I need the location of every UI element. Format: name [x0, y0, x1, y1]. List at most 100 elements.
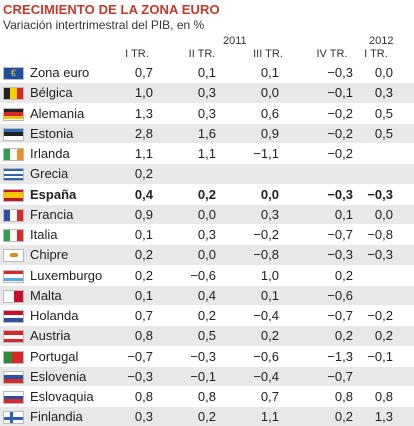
- value-cell: 0,3: [197, 85, 216, 101]
- table-row: Chipre 0,2 0,0 −0,8 −0,3 −0,3: [0, 244, 414, 265]
- country-name: Holanda: [30, 308, 79, 323]
- table-row: Italia 0,1 0,3 −0,2 −0,7 −0,8: [0, 224, 414, 244]
- ireland-flag-icon: [3, 148, 24, 161]
- value-cell: 0,6: [260, 105, 279, 121]
- value-cell: 0,3: [260, 206, 279, 222]
- value-cell: 0,3: [197, 105, 216, 121]
- netherlands-flag-icon: [3, 310, 24, 323]
- value-cell: −0,6: [190, 267, 216, 283]
- value-cell: −0,8: [367, 227, 393, 242]
- value-cell: −0,2: [327, 105, 353, 121]
- country-name: Alemania: [30, 105, 85, 121]
- slovenia-flag-icon: [3, 370, 24, 384]
- value-cell: 0,5: [197, 328, 216, 344]
- column-header-q2-2011: II TR.: [188, 48, 216, 60]
- country-name: Malta: [30, 287, 62, 303]
- value-cell: 2,8: [134, 125, 153, 141]
- value-cell: 0,2: [134, 166, 153, 182]
- country-name: Luxemburgo: [30, 267, 103, 283]
- value-cell: −0,3: [367, 186, 393, 202]
- value-cell: 0,4: [134, 186, 153, 202]
- value-cell: −0,6: [253, 348, 279, 364]
- table-row: Finlandia 0,3 0,2 1,1 0,2 1,3: [0, 406, 414, 426]
- finland-flag-icon: [3, 411, 24, 425]
- value-cell: −1,3: [327, 348, 353, 364]
- value-cell: −0,3: [327, 65, 353, 80]
- country-name: Irlanda: [30, 146, 70, 161]
- value-cell: 0,2: [334, 409, 353, 425]
- value-cell: 0,9: [134, 206, 153, 222]
- table-row: Holanda 0,7 0,2 −0,4 −0,7 −0,2: [0, 305, 414, 325]
- country-name: Grecia: [30, 166, 69, 182]
- value-cell: 0,2: [374, 328, 393, 344]
- country-name: Eslovenia: [30, 368, 87, 384]
- value-cell: −1,1: [253, 146, 279, 161]
- value-cell: −0,1: [190, 368, 216, 384]
- value-cell: 0,2: [334, 267, 353, 283]
- value-cell: 0,2: [260, 328, 279, 344]
- value-cell: 0,7: [134, 65, 153, 80]
- value-cell: −0,3: [190, 348, 216, 364]
- greece-flag-icon: [3, 168, 24, 182]
- column-header-q3-2011: III TR.: [253, 48, 283, 60]
- value-cell: −0,2: [367, 308, 393, 323]
- belgium-flag-icon: [3, 87, 24, 101]
- value-cell: 0,9: [260, 125, 279, 141]
- value-cell: 0,7: [134, 308, 153, 323]
- value-cell: 0,0: [374, 65, 393, 80]
- table-row: Irlanda 1,1 1,1 −1,1 −0,2: [0, 143, 414, 163]
- value-cell: −0,2: [327, 146, 353, 161]
- value-cell: 0,8: [197, 389, 216, 404]
- country-name: Zona euro: [30, 65, 90, 80]
- table-row: Luxemburgo 0,2 −0,6 1,0 0,2: [0, 264, 414, 285]
- table-row: Bélgica 1,0 0,3 0,0 −0,1 0,3: [0, 82, 414, 103]
- germany-flag-icon: [3, 107, 24, 121]
- value-cell: −0,8: [253, 247, 279, 263]
- value-cell: 1,0: [134, 85, 153, 101]
- value-cell: 0,0: [374, 206, 393, 222]
- value-cell: 1,1: [134, 146, 153, 161]
- value-cell: 1,3: [134, 105, 153, 121]
- value-cell: 1,3: [374, 409, 393, 425]
- value-cell: 0,2: [134, 247, 153, 263]
- value-cell: 0,2: [197, 409, 216, 425]
- table-row: Estonia 2,8 1,6 0,9 −0,2 0,5: [0, 122, 414, 143]
- country-name: España: [30, 186, 77, 202]
- year-label-2011: 2011: [223, 35, 247, 47]
- estonia-flag-icon: [3, 127, 24, 141]
- country-name: Austria: [30, 328, 71, 344]
- spain-flag-icon: [3, 188, 24, 202]
- malta-flag-icon: [3, 289, 24, 303]
- value-cell: −0,3: [327, 247, 353, 263]
- table-row: Alemania 1,3 0,3 0,6 −0,2 0,5: [0, 102, 414, 123]
- value-cell: 0,2: [134, 267, 153, 283]
- value-cell: −0,3: [367, 247, 393, 263]
- portugal-flag-icon: [3, 350, 24, 364]
- table-row: € Zona euro 0,7 0,1 0,1 −0,3 0,0: [0, 62, 414, 82]
- value-cell: 0,1: [260, 65, 279, 80]
- value-cell: 0,2: [197, 308, 216, 323]
- value-cell: 0,2: [197, 186, 216, 202]
- value-cell: −0,2: [253, 227, 279, 242]
- value-cell: 0,4: [197, 287, 216, 303]
- value-cell: 1,0: [260, 267, 279, 283]
- value-cell: 0,1: [134, 287, 153, 303]
- country-name: Chipre: [30, 247, 69, 263]
- value-cell: −0,3: [127, 368, 153, 384]
- cyprus-flag-icon: [3, 249, 24, 263]
- value-cell: 0,2: [334, 328, 353, 344]
- value-cell: 0,8: [134, 389, 153, 404]
- country-name: Estonia: [30, 125, 74, 141]
- eu-flag-icon: €: [3, 67, 24, 80]
- country-name: Francia: [30, 206, 74, 222]
- value-cell: −0,7: [127, 348, 153, 364]
- value-cell: 0,3: [197, 227, 216, 242]
- country-name: Italia: [30, 227, 58, 242]
- data-table: € Zona euro 0,7 0,1 0,1 −0,3 0,0 Bélgica 1,0 0,3 0…: [0, 62, 414, 426]
- value-cell: 1,1: [260, 409, 279, 425]
- value-cell: 0,0: [260, 85, 279, 101]
- value-cell: 0,3: [134, 409, 153, 425]
- value-cell: 0,1: [197, 65, 216, 80]
- value-cell: −0,1: [327, 85, 353, 101]
- year-label-2012: 2012: [369, 35, 394, 47]
